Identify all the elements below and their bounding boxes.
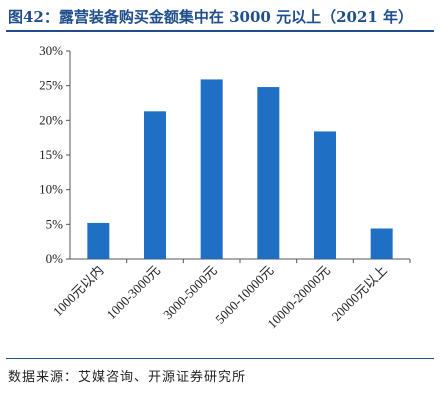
x-tick-label: 1000元以内 (50, 263, 107, 320)
y-tick-label: 20% (39, 112, 63, 127)
x-tick-label: 3000-5000元 (160, 263, 220, 323)
x-tick-label: 1000-3000元 (103, 263, 163, 323)
bar (314, 131, 336, 259)
bar (257, 87, 280, 259)
x-tick-label: 20000元以上 (329, 263, 390, 324)
source-divider (6, 358, 434, 359)
bar (200, 79, 223, 259)
title-divider (6, 30, 434, 32)
y-tick-label: 0% (46, 251, 64, 266)
y-tick-label: 30% (39, 43, 63, 58)
y-tick-label: 15% (39, 147, 63, 162)
bar (370, 228, 393, 259)
y-tick-label: 10% (39, 182, 63, 197)
y-tick-label: 5% (46, 216, 64, 231)
bar (87, 222, 110, 259)
chart-title: 图42：露营装备购买金额集中在 3000 元以上（2021 年） (8, 8, 414, 26)
bar (144, 111, 166, 259)
source-note: 数据来源：艾媒咨询、开源证券研究所 (8, 370, 247, 385)
y-tick-label: 25% (39, 78, 63, 93)
